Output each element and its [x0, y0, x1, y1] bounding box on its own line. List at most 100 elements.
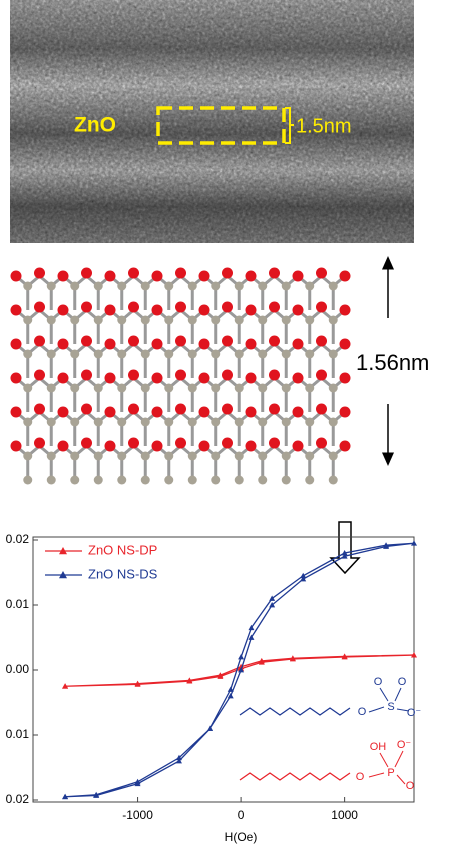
o-atom [199, 305, 210, 316]
zn-atom [329, 282, 338, 291]
tem-bands [10, 0, 414, 243]
o-atom [269, 438, 280, 449]
zn-atom [23, 350, 32, 359]
o-atom [128, 370, 139, 381]
zn-atom [282, 282, 291, 291]
o-atom [58, 339, 69, 350]
zn-atom [188, 476, 197, 485]
x-tick-label: 1000 [331, 808, 358, 822]
zn-atom [188, 282, 197, 291]
o-atom [152, 271, 163, 282]
zn-atom [164, 452, 173, 461]
zn-atom [94, 384, 103, 393]
zn-atom [211, 476, 220, 485]
o-atom [293, 441, 304, 452]
o-atom [128, 268, 139, 279]
o-atom [293, 373, 304, 384]
zn-atom [305, 384, 314, 393]
o-atom [222, 370, 233, 381]
o-atom [105, 441, 116, 452]
o-atom [340, 373, 351, 384]
o-atom [293, 407, 304, 418]
o-atom [152, 305, 163, 316]
legend-label: ZnO NS-DS [88, 566, 158, 581]
zn-atom [164, 418, 173, 427]
o-atom [152, 407, 163, 418]
lattice [11, 268, 351, 485]
zn-atom [70, 418, 79, 427]
zn-atom [94, 282, 103, 291]
o-atom [81, 336, 92, 347]
tem-label: ZnO [74, 114, 116, 137]
page: ZnO 1.5nm 1.56nm H(Oe) 0.020.010.000.010… [0, 0, 454, 853]
o-atom [222, 438, 233, 449]
zn-atom [305, 452, 314, 461]
zn-atom [70, 452, 79, 461]
zn-atom [282, 452, 291, 461]
x-axis-label: H(Oe) [225, 830, 258, 844]
o-atom [105, 407, 116, 418]
o-atom [58, 373, 69, 384]
zn-atom [235, 452, 244, 461]
o-atom [199, 407, 210, 418]
o-atom [175, 404, 186, 415]
o-atom [11, 441, 22, 452]
lattice-scale: 1.56nm [356, 350, 429, 375]
zn-atom [23, 384, 32, 393]
o-atom [316, 404, 327, 415]
zn-atom [282, 384, 291, 393]
point [300, 573, 306, 578]
o-atom [128, 438, 139, 449]
o-atom [105, 271, 116, 282]
atom-label: O⁻ [407, 707, 422, 719]
atom-label: O [398, 676, 407, 688]
o-atom [58, 441, 69, 452]
o-atom [128, 302, 139, 313]
o-atom [105, 305, 116, 316]
y-tick-label: 0.02 [6, 792, 30, 806]
zn-atom [141, 316, 150, 325]
o-atom [58, 407, 69, 418]
o-atom [246, 407, 257, 418]
o-atom [34, 302, 45, 313]
zn-atom [47, 384, 56, 393]
zn-atom [282, 476, 291, 485]
o-atom [246, 271, 257, 282]
figure: ZnO 1.5nm 1.56nm H(Oe) 0.020.010.000.010… [0, 0, 454, 853]
o-atom [199, 441, 210, 452]
o-atom [58, 271, 69, 282]
o-atom [246, 305, 257, 316]
zn-atom [141, 282, 150, 291]
atom-label: O [374, 676, 383, 688]
zn-atom [211, 350, 220, 359]
o-atom [293, 271, 304, 282]
zn-atom [70, 476, 79, 485]
o-atom [128, 404, 139, 415]
o-atom [105, 339, 116, 350]
o-atom [269, 336, 280, 347]
zn-atom [94, 418, 103, 427]
o-atom [340, 441, 351, 452]
zn-atom [305, 282, 314, 291]
zn-atom [258, 384, 267, 393]
alkyl-chain [240, 708, 350, 715]
zn-atom [258, 452, 267, 461]
zn-atom [329, 418, 338, 427]
zn-atom [235, 316, 244, 325]
atom-label: O [406, 780, 415, 792]
o-atom [269, 302, 280, 313]
o-atom [81, 438, 92, 449]
zn-atom [23, 316, 32, 325]
legend-label: ZnO NS-DP [88, 542, 157, 557]
o-atom [199, 339, 210, 350]
o-atom [246, 441, 257, 452]
point [135, 779, 141, 784]
zn-atom [258, 418, 267, 427]
zn-atom [211, 316, 220, 325]
o-atom [316, 302, 327, 313]
o-atom [11, 305, 22, 316]
zn-atom [47, 316, 56, 325]
zn-atom [141, 418, 150, 427]
o-atom [222, 268, 233, 279]
atom-label: O [356, 771, 365, 783]
